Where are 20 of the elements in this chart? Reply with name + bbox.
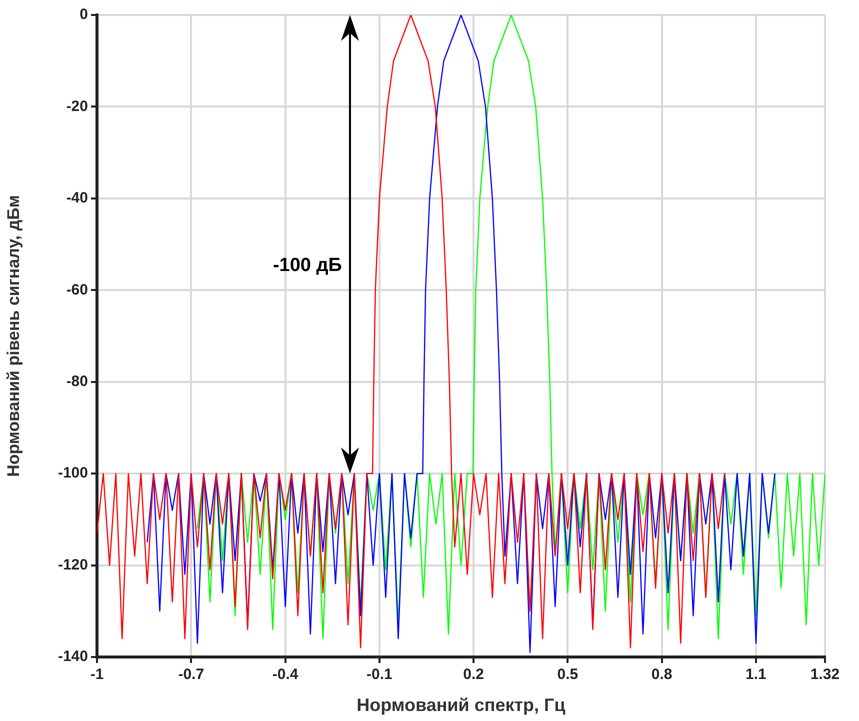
x-tick-label: 0.5 xyxy=(557,666,578,684)
annotation: -100 дБ xyxy=(272,255,342,276)
y-tick-label: -140 xyxy=(58,648,88,666)
y-tick-label: -40 xyxy=(66,190,88,207)
x-tick-label: -0.4 xyxy=(272,666,299,684)
y-tick-label: -80 xyxy=(66,373,88,390)
x-tick-label: -1 xyxy=(90,666,104,684)
x-tick-label: 0.8 xyxy=(651,666,672,684)
y-tick-label: -100 xyxy=(58,464,88,482)
x-tick-label: 0.2 xyxy=(463,666,484,684)
x-tick-label: 1.1 xyxy=(746,666,766,684)
x-axis-title: Нормований спектр, Гц xyxy=(356,695,566,716)
x-tick-label: -0.1 xyxy=(366,666,392,684)
x-tick-label: -0.7 xyxy=(178,666,204,684)
y-axis-title: Нормований рівень сигналу, дБм xyxy=(4,195,23,477)
y-tick-label: -60 xyxy=(66,281,88,298)
y-tick-label: -20 xyxy=(66,98,88,115)
y-tick-label: -120 xyxy=(58,556,88,574)
x-tick-label: 1.32 xyxy=(810,666,840,684)
y-tick-label: 0 xyxy=(80,6,88,24)
